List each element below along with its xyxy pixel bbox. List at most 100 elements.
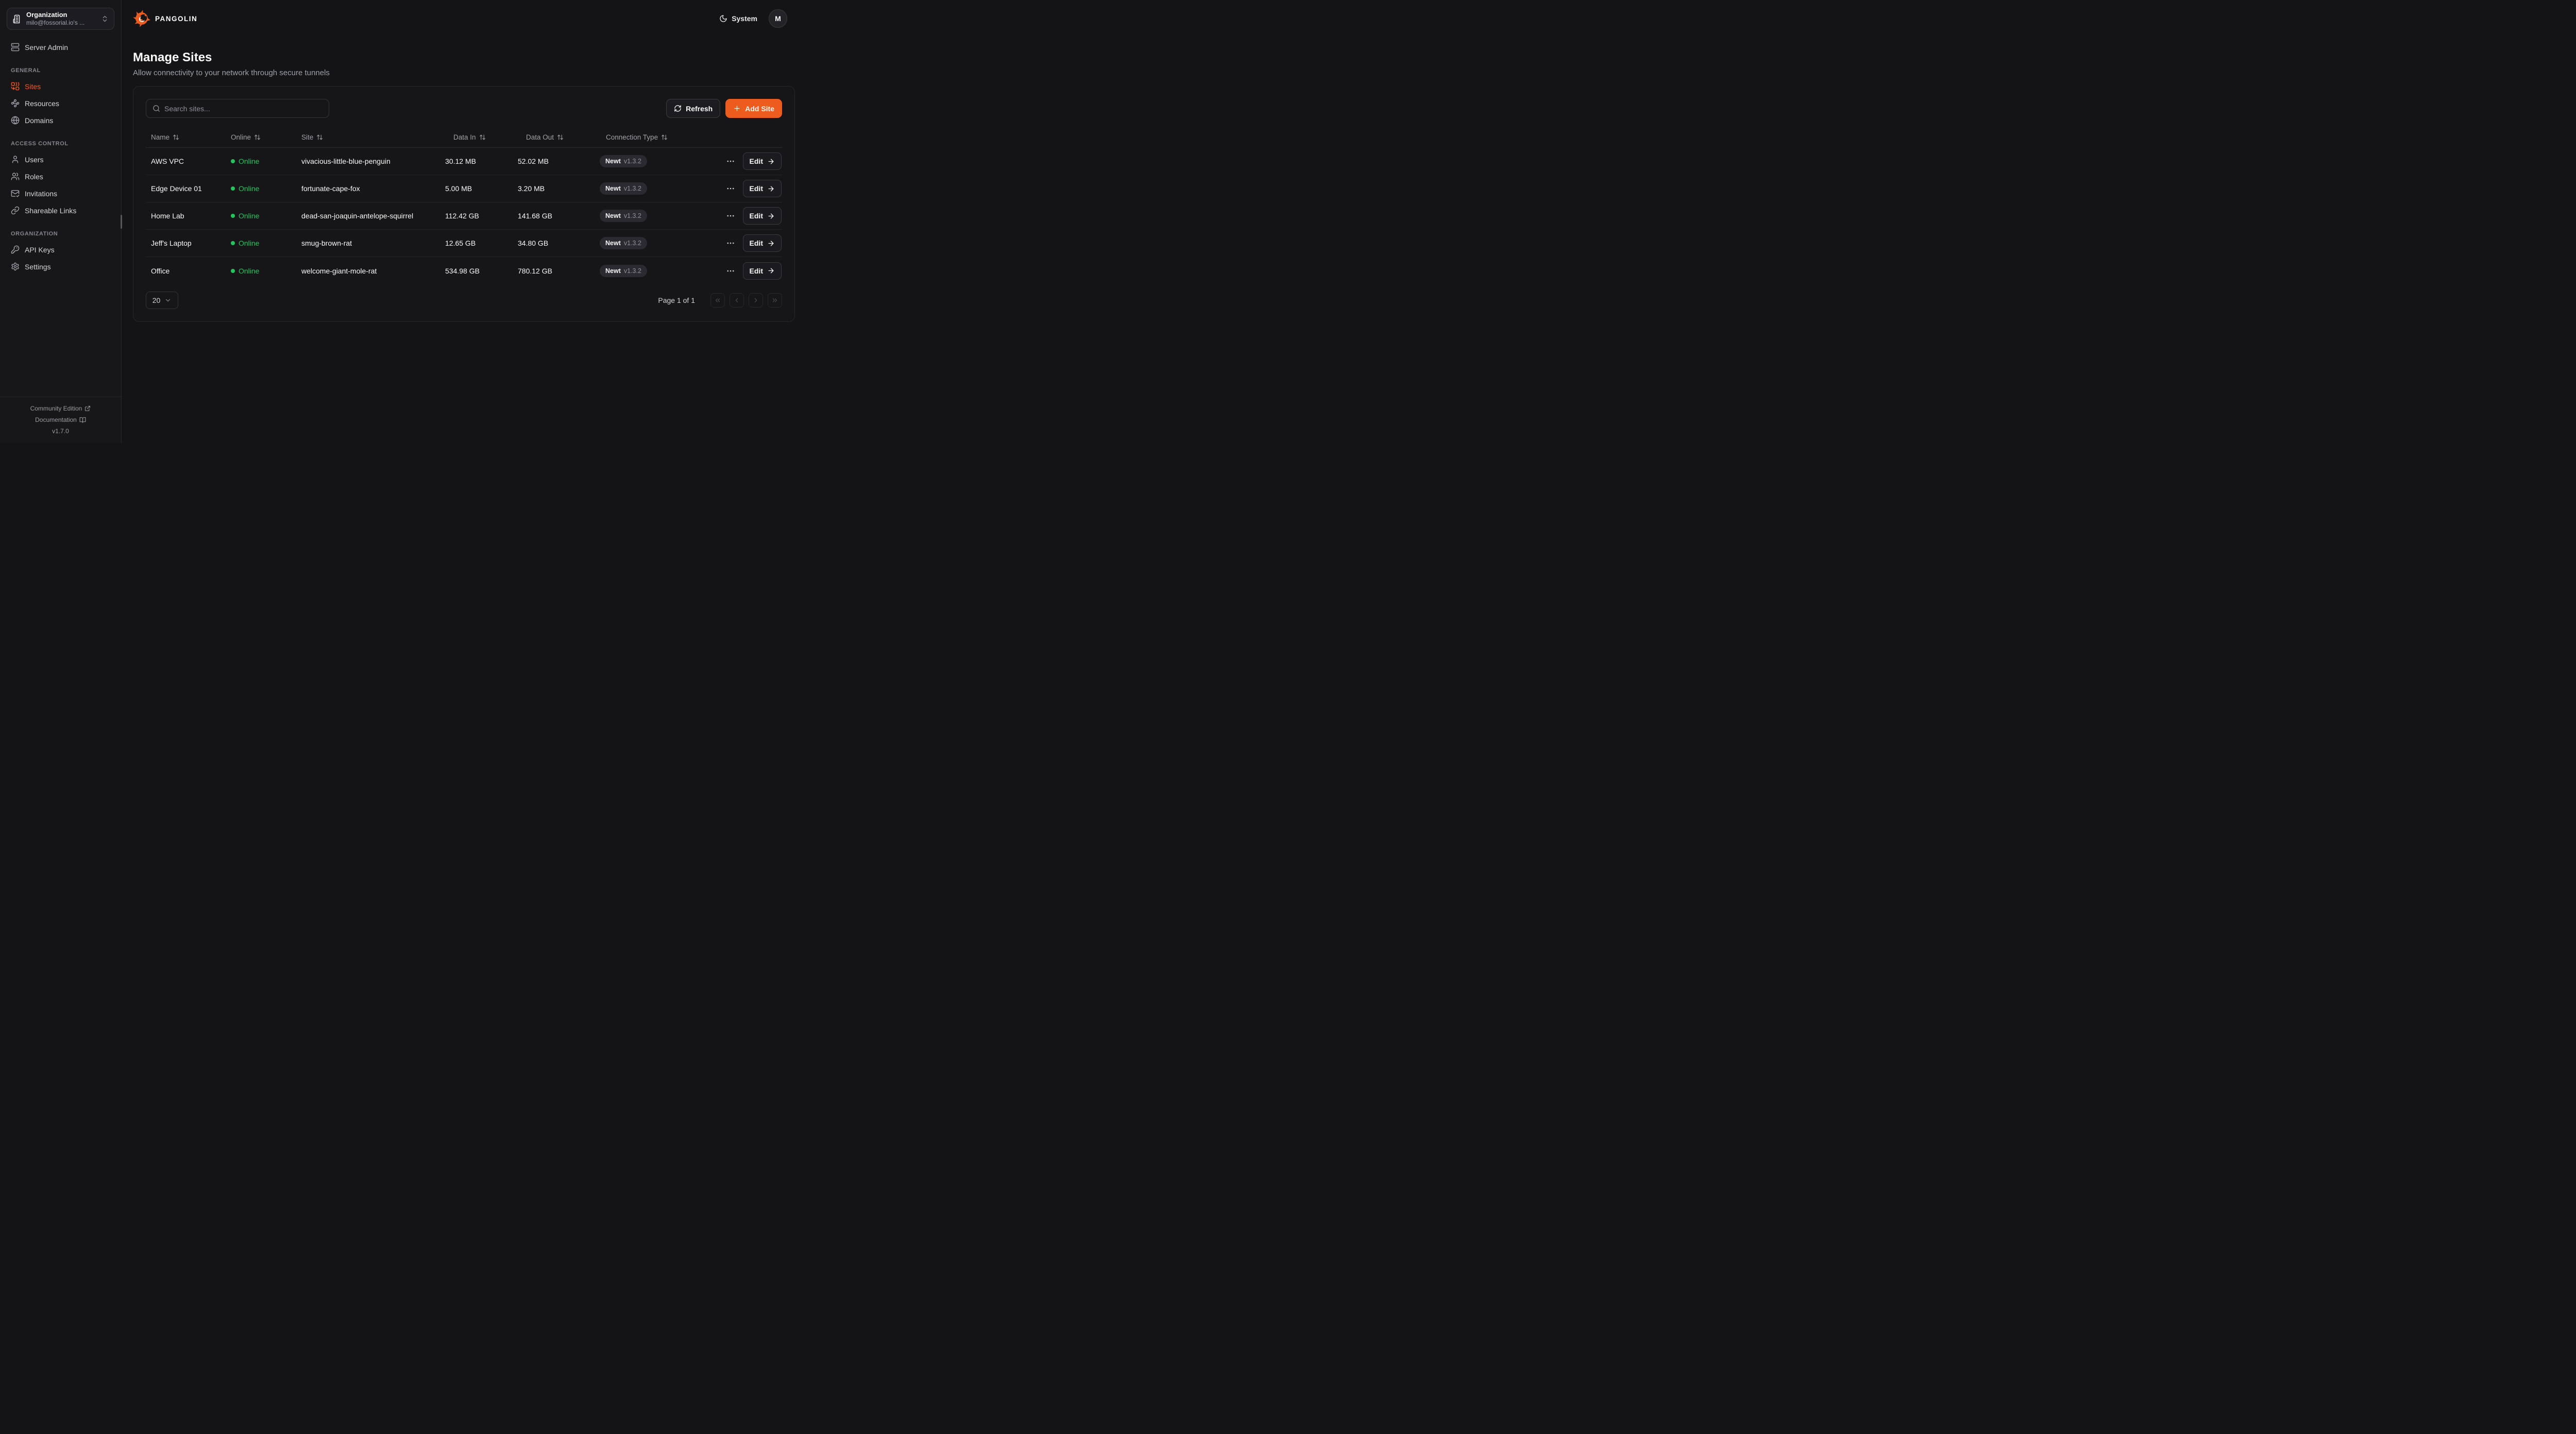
column-header-name[interactable]: Name: [146, 133, 231, 141]
pagination-right: Page 1 of 1: [658, 293, 782, 308]
arrow-right-icon: [768, 186, 774, 191]
previous-page-button[interactable]: [730, 293, 744, 308]
edit-label: Edit: [749, 266, 763, 275]
online-dot-icon: [231, 214, 235, 218]
documentation-link[interactable]: Documentation: [0, 414, 121, 425]
chevrons-up-down-icon: [103, 15, 107, 22]
page-title: Manage Sites: [133, 50, 212, 64]
column-header-connection-type[interactable]: Connection Type: [597, 133, 720, 141]
data-out-cell: 780.12 GB: [518, 266, 552, 275]
data-out-cell: 52.02 MB: [518, 157, 549, 165]
theme-toggle[interactable]: System: [719, 14, 757, 23]
mail-check-icon: [11, 190, 20, 197]
sidebar-item-server-admin[interactable]: Server Admin: [7, 39, 114, 56]
edit-button[interactable]: Edit: [742, 180, 782, 197]
ellipsis-icon: [726, 270, 734, 271]
sites-table: Name Online Site Data In: [146, 127, 782, 284]
sidebar-item-sites[interactable]: Sites: [7, 78, 114, 95]
sidebar-item-shareable-links[interactable]: Shareable Links: [7, 202, 114, 219]
connection-type-name: Newt: [605, 267, 621, 275]
site-name-cell: Home Lab: [151, 212, 184, 220]
connection-type-version: v1.3.2: [623, 267, 641, 275]
search-input[interactable]: [164, 104, 323, 113]
edit-button[interactable]: Edit: [742, 234, 782, 252]
sidebar-item-settings[interactable]: Settings: [7, 258, 114, 275]
row-menu-button[interactable]: [725, 156, 736, 167]
connection-type-version: v1.3.2: [623, 212, 641, 219]
edit-button[interactable]: Edit: [742, 207, 782, 225]
community-edition-link[interactable]: Community Edition: [0, 403, 121, 414]
page-size-select[interactable]: 20: [146, 292, 178, 309]
sidebar-item-resources[interactable]: Resources: [7, 95, 114, 112]
book-open-icon: [79, 417, 86, 423]
column-header-data-in[interactable]: Data In: [442, 133, 515, 141]
online-dot-icon: [231, 186, 235, 191]
pangolin-logo-icon: [133, 10, 150, 27]
sidebar-item-api-keys[interactable]: API Keys: [7, 241, 114, 258]
building-icon: [13, 14, 20, 23]
sidebar-item-roles[interactable]: Roles: [7, 168, 114, 185]
online-status-label: Online: [239, 266, 260, 275]
column-header-online[interactable]: Online: [231, 133, 301, 141]
online-status-label: Online: [239, 184, 260, 193]
sort-icon: [173, 134, 179, 140]
site-name-cell: Office: [151, 266, 170, 275]
data-in-cell: 534.98 GB: [445, 266, 480, 275]
row-menu-button[interactable]: [725, 183, 736, 194]
column-header-label: Site: [301, 133, 314, 141]
chevrons-left-icon: [715, 298, 720, 302]
table-row: Edge Device 01 Online fortunate-cape-fox…: [146, 175, 782, 202]
connection-type-badge: Newt v1.3.2: [600, 210, 647, 222]
column-header-label: Name: [151, 133, 170, 141]
column-header-site[interactable]: Site: [301, 133, 442, 141]
refresh-button[interactable]: Refresh: [666, 99, 721, 118]
connection-type-cell: Newt v1.3.2: [597, 237, 720, 249]
table-row: Home Lab Online dead-san-joaquin-antelop…: [146, 202, 782, 230]
org-selector[interactable]: Organization milo@fossorial.io's ...: [7, 8, 114, 30]
sort-icon: [557, 134, 563, 140]
waypoints-icon: [11, 99, 20, 108]
row-menu-button[interactable]: [725, 210, 736, 221]
data-out-cell: 34.80 GB: [518, 239, 549, 247]
moon-icon: [720, 15, 727, 22]
last-page-button[interactable]: [768, 293, 782, 308]
community-edition-label: Community Edition: [30, 405, 82, 412]
sidebar-item-domains[interactable]: Domains: [7, 112, 114, 129]
page-head: Manage Sites Allow connectivity to your …: [122, 37, 808, 77]
globe-icon: [11, 116, 20, 125]
connection-type-badge: Newt v1.3.2: [600, 155, 647, 167]
row-actions-cell: Edit: [720, 207, 782, 225]
sidebar-nav: Server Admin GENERAL Sites Resources Dom…: [0, 39, 121, 275]
users-icon: [11, 173, 20, 180]
column-header-data-out[interactable]: Data Out: [515, 133, 597, 141]
sort-icon: [255, 134, 260, 140]
edit-button[interactable]: Edit: [742, 262, 782, 280]
chevron-down-icon: [166, 299, 171, 302]
add-site-button[interactable]: Add Site: [725, 99, 782, 118]
topbar: PANGOLIN System M: [122, 0, 808, 37]
connection-type-cell: Newt v1.3.2: [597, 264, 720, 277]
next-page-button[interactable]: [749, 293, 763, 308]
edit-button[interactable]: Edit: [742, 152, 782, 170]
chevrons-right-icon: [772, 298, 777, 302]
ellipsis-icon: [726, 242, 734, 244]
table-row: Jeff's Laptop Online smug-brown-rat 12.6…: [146, 230, 782, 257]
sidebar-item-label: Domains: [25, 116, 54, 125]
row-menu-button[interactable]: [725, 237, 736, 249]
sidebar-item-users[interactable]: Users: [7, 151, 114, 168]
avatar[interactable]: M: [769, 9, 787, 28]
sidebar-resize-handle[interactable]: [121, 215, 122, 229]
first-page-button[interactable]: [710, 293, 725, 308]
table-row: Office Online welcome-giant-mole-rat 534…: [146, 257, 782, 284]
edit-label: Edit: [749, 184, 763, 193]
sidebar-item-label: Sites: [25, 82, 41, 91]
row-menu-button[interactable]: [725, 265, 736, 277]
row-actions-cell: Edit: [720, 180, 782, 197]
chevron-right-icon: [754, 298, 757, 303]
sort-icon: [479, 134, 485, 140]
version-label: v1.7.0: [52, 428, 69, 435]
sidebar-item-invitations[interactable]: Invitations: [7, 185, 114, 202]
edit-label: Edit: [749, 239, 763, 247]
online-status-cell: Online: [231, 157, 301, 165]
ellipsis-icon: [726, 215, 734, 217]
